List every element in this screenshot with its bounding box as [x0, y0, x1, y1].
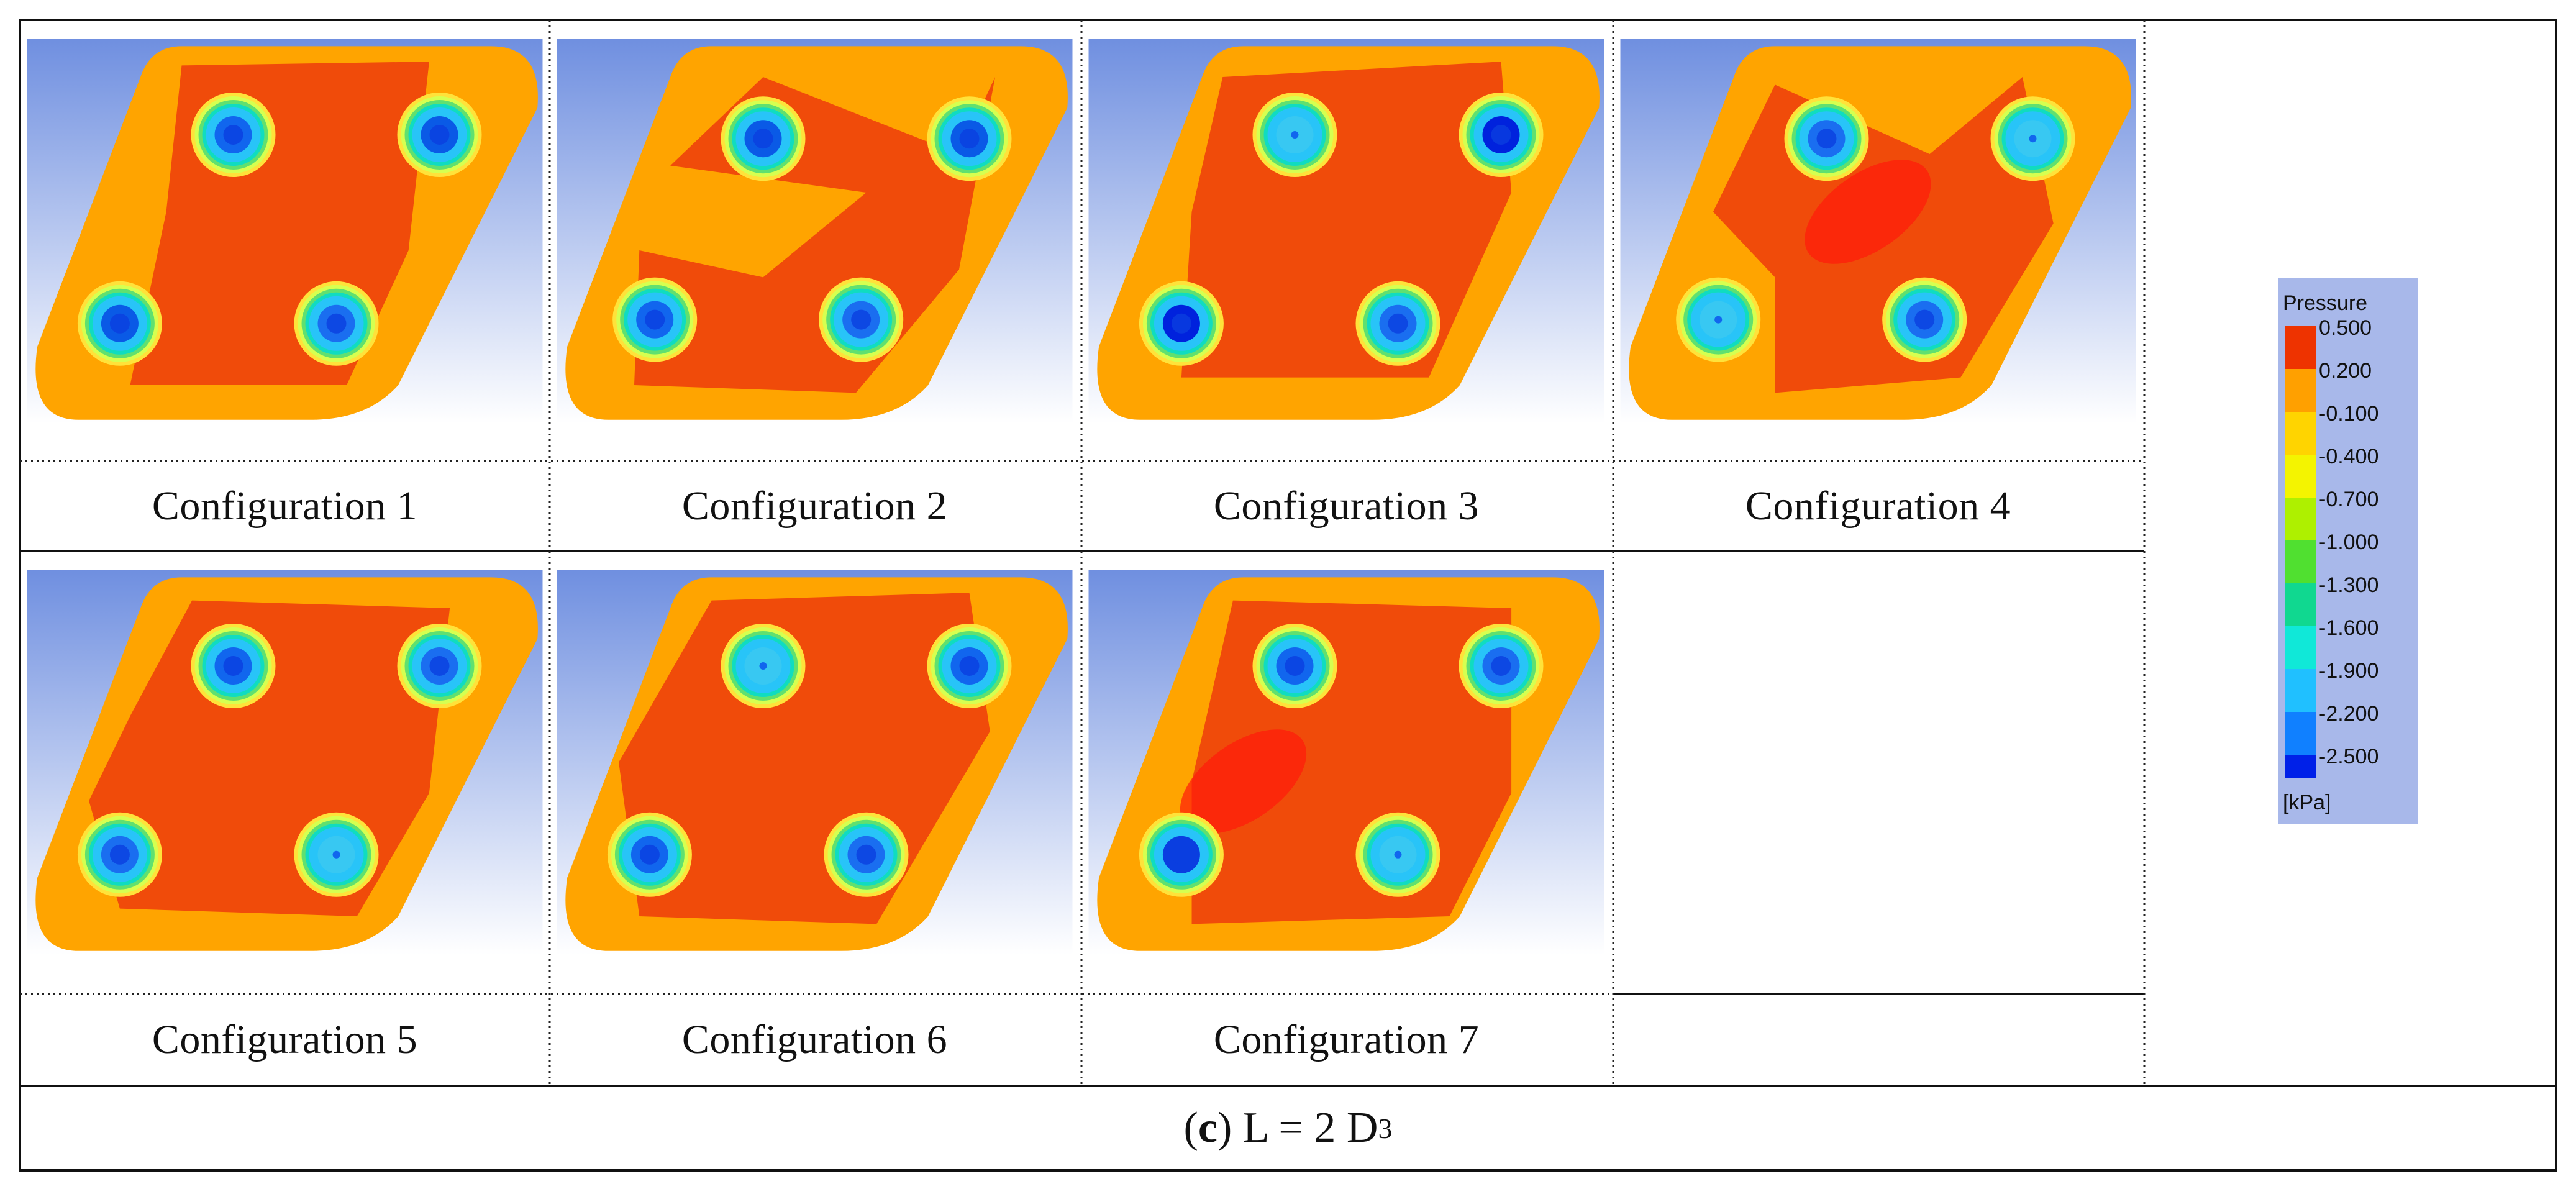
legend-color-swatch: [2285, 540, 2316, 583]
contour-panel-1: [27, 39, 543, 424]
legend-tick-label: -2.200: [2319, 702, 2378, 726]
legend-tick-label: -0.100: [2319, 402, 2378, 426]
vortex: [1139, 812, 1224, 897]
legend-color-swatch: [2285, 326, 2316, 369]
vortex: [1882, 277, 1967, 362]
legend-tick-label: -2.500: [2319, 745, 2378, 768]
legend-color-swatch: [2285, 712, 2316, 755]
legend-color-swatch: [2285, 755, 2316, 778]
caption-letter: c: [1198, 1104, 1217, 1152]
legend-title: Pressure: [2283, 291, 2367, 315]
legend-color-swatch: [2285, 498, 2316, 540]
vortex: [607, 812, 692, 897]
vortex: [1355, 812, 1440, 897]
vortex: [612, 277, 698, 362]
contour-panel-6: [557, 570, 1073, 955]
contour-panel-3: [1088, 39, 1604, 424]
vortex: [927, 624, 1012, 708]
vortex: [397, 93, 482, 177]
vortex: [824, 812, 909, 897]
vortex: [77, 812, 162, 897]
panel-caption-2: Configuration 2: [681, 483, 948, 529]
legend-tick-label: -1.300: [2319, 573, 2378, 597]
legend-tick-label: -0.400: [2319, 445, 2378, 468]
vortex: [1252, 624, 1337, 708]
vortex: [1459, 624, 1544, 708]
vortex: [1139, 281, 1224, 366]
panel-caption-7: Configuration 7: [1213, 1017, 1480, 1062]
vortex: [1252, 93, 1337, 177]
legend-color-swatch: [2285, 369, 2316, 412]
vortex: [1990, 96, 2075, 181]
panel-caption-5: Configuration 5: [152, 1017, 418, 1062]
contour-panel-5: [27, 570, 543, 955]
inner-flow-region: [634, 77, 995, 393]
vortex: [1459, 93, 1544, 177]
panel-caption-3: Configuration 3: [1213, 483, 1480, 529]
vortex: [294, 281, 379, 366]
contour-panel-2: [557, 39, 1073, 424]
panel-caption-1: Configuration 1: [152, 483, 418, 529]
panel-caption-6: Configuration 6: [681, 1017, 948, 1062]
legend-color-swatch: [2285, 669, 2316, 712]
legend-tick-label: -0.700: [2319, 488, 2378, 511]
legend-color-swatch: [2285, 583, 2316, 626]
peak-pressure-region: [1180, 729, 1307, 834]
vortex: [819, 277, 904, 362]
vortex: [397, 624, 482, 708]
legend-tick-label: 0.500: [2319, 316, 2372, 340]
legend-tick-label: 0.200: [2319, 359, 2372, 383]
legend-unit: [kPa]: [2283, 791, 2331, 814]
caption-subscript: 3: [1378, 1112, 1393, 1144]
legend-color-swatch: [2285, 626, 2316, 669]
peak-pressure-region: [1805, 160, 1931, 264]
outer-frame: [19, 19, 2557, 1172]
legend-color-swatch: [2285, 412, 2316, 455]
legend-tick-label: -1.900: [2319, 659, 2378, 683]
panel-caption-4: Configuration 4: [1745, 483, 2011, 529]
legend-color-swatch: [2285, 455, 2316, 498]
contour-panel-4: [1620, 39, 2136, 424]
caption-text: L = 2 D: [1242, 1104, 1378, 1152]
vortex: [1676, 277, 1761, 362]
vortex: [294, 812, 379, 897]
vortex: [1784, 96, 1869, 181]
legend-tick-label: -1.000: [2319, 531, 2378, 554]
vortex: [1355, 281, 1440, 366]
legend-tick-label: -1.600: [2319, 616, 2378, 640]
vortex: [927, 96, 1012, 181]
contour-panel-7: [1088, 570, 1604, 955]
vortex: [191, 624, 276, 708]
vortex: [191, 93, 276, 177]
vortex: [77, 281, 162, 366]
vortex: [721, 96, 806, 181]
vortex: [721, 624, 806, 708]
